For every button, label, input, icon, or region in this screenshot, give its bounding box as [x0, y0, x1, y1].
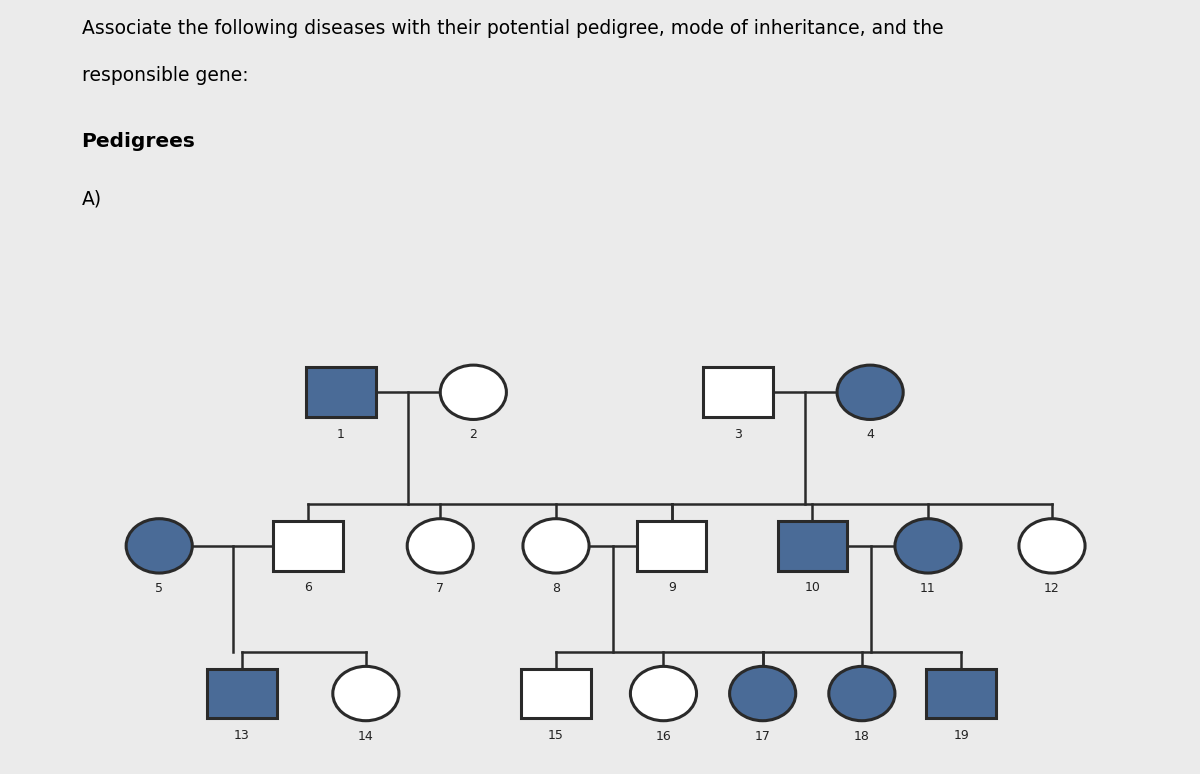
Text: Associate the following diseases with their potential pedigree, mode of inherita: Associate the following diseases with th… — [82, 19, 943, 39]
Bar — [274, 521, 343, 570]
Text: 3: 3 — [734, 428, 742, 440]
Ellipse shape — [126, 519, 192, 573]
Bar — [637, 521, 707, 570]
Text: 7: 7 — [437, 582, 444, 595]
Text: 19: 19 — [953, 729, 968, 742]
Text: 13: 13 — [234, 729, 250, 742]
Text: 4: 4 — [866, 428, 874, 441]
Text: 16: 16 — [655, 730, 671, 742]
Bar — [778, 521, 847, 570]
Ellipse shape — [730, 666, 796, 721]
Text: 12: 12 — [1044, 582, 1060, 595]
Ellipse shape — [1019, 519, 1085, 573]
Bar — [208, 669, 276, 718]
Ellipse shape — [838, 365, 904, 420]
Text: Pedigrees: Pedigrees — [82, 132, 196, 151]
Text: responsible gene:: responsible gene: — [82, 66, 248, 85]
Ellipse shape — [407, 519, 473, 573]
Text: 8: 8 — [552, 582, 560, 595]
Text: 11: 11 — [920, 582, 936, 595]
Text: 1: 1 — [337, 428, 346, 440]
Ellipse shape — [895, 519, 961, 573]
Text: 2: 2 — [469, 428, 478, 441]
Ellipse shape — [523, 519, 589, 573]
Text: 15: 15 — [548, 729, 564, 742]
Bar — [306, 368, 376, 417]
Bar — [703, 368, 773, 417]
Bar — [926, 669, 996, 718]
Ellipse shape — [829, 666, 895, 721]
Text: 18: 18 — [854, 730, 870, 742]
Text: 10: 10 — [804, 581, 821, 594]
Ellipse shape — [332, 666, 398, 721]
Text: 5: 5 — [155, 582, 163, 595]
Text: 17: 17 — [755, 730, 770, 742]
Text: 6: 6 — [304, 581, 312, 594]
Ellipse shape — [440, 365, 506, 420]
Text: 9: 9 — [667, 581, 676, 594]
Bar — [521, 669, 590, 718]
Ellipse shape — [630, 666, 696, 721]
Text: 14: 14 — [358, 730, 373, 742]
Text: A): A) — [82, 190, 102, 209]
